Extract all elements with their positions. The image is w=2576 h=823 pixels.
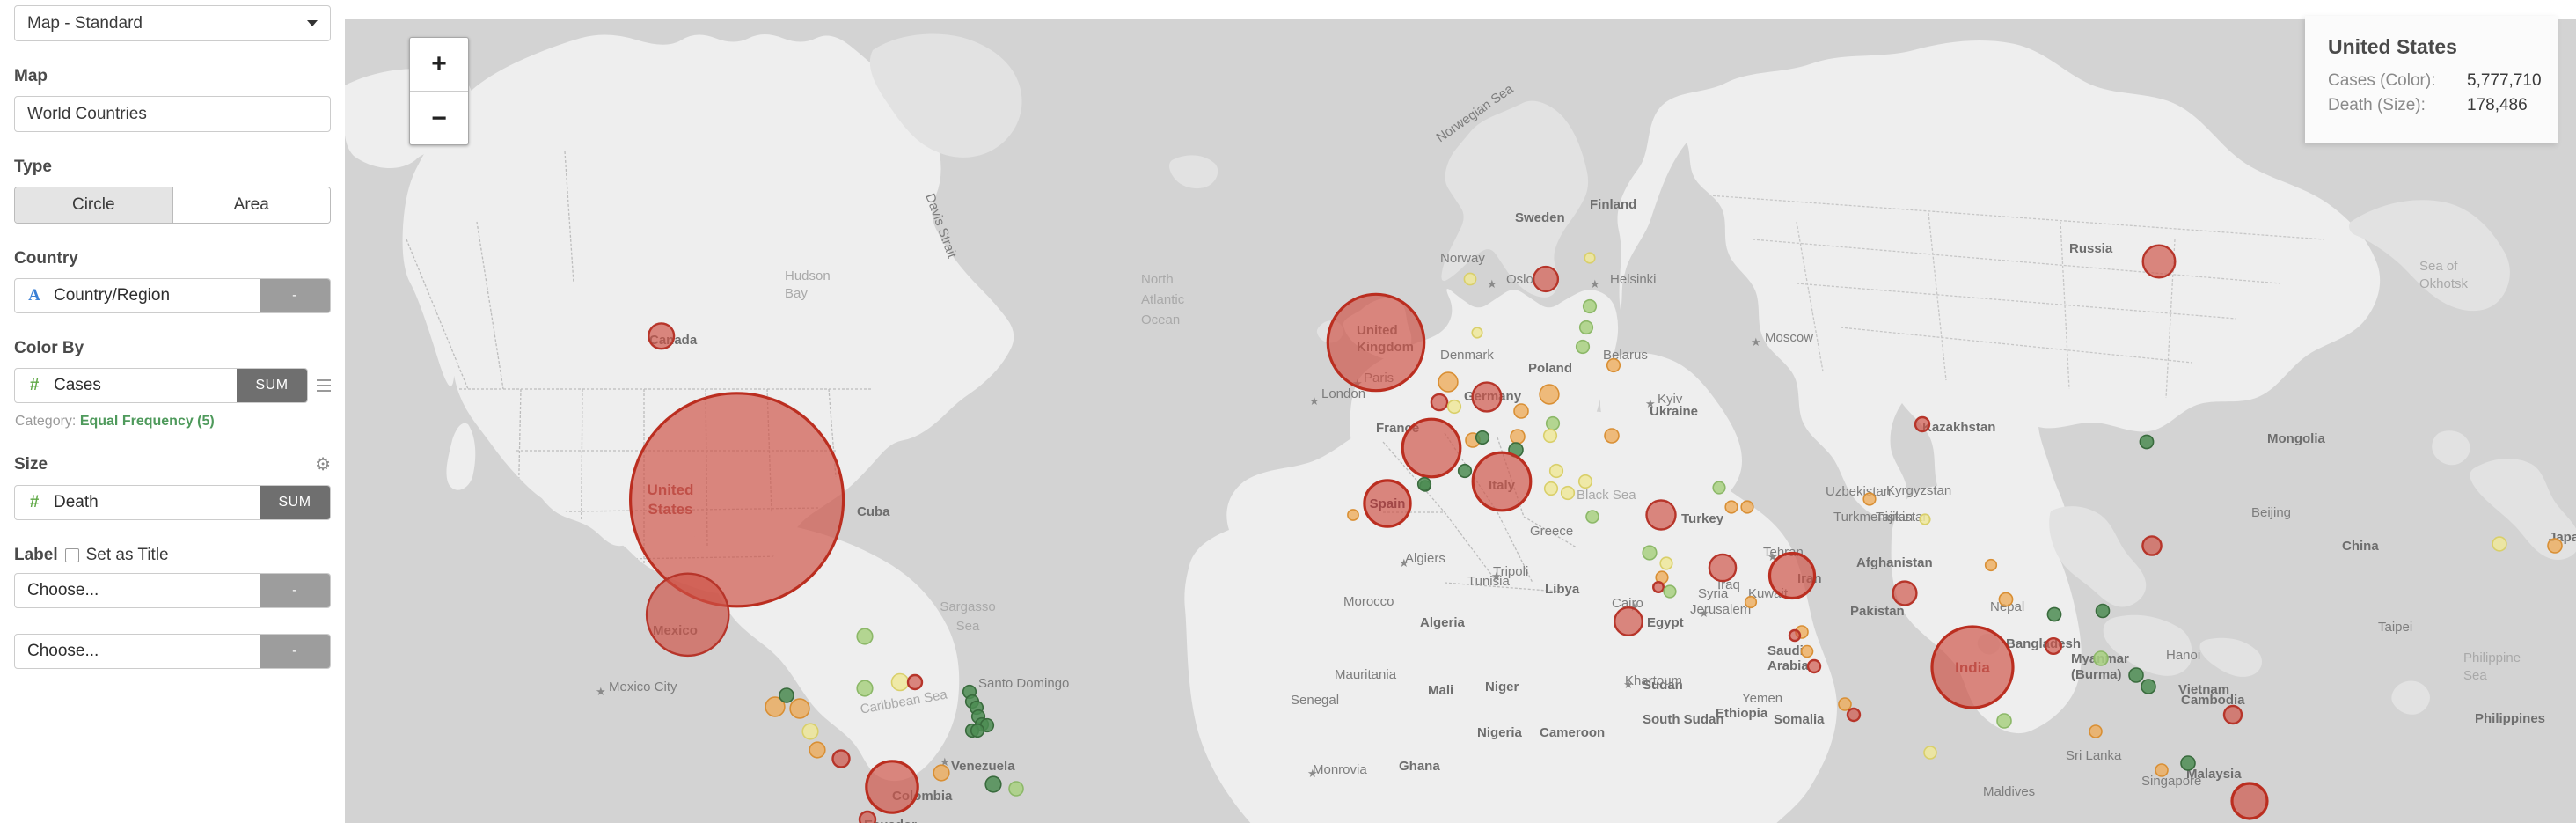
svg-text:★: ★ [1590, 277, 1600, 290]
svg-text:Beijing: Beijing [2251, 505, 2291, 520]
svg-text:Cameroon: Cameroon [1540, 725, 1605, 740]
svg-text:Kazakhstan: Kazakhstan [1922, 420, 1995, 435]
svg-text:Kyiv: Kyiv [1658, 392, 1683, 407]
svg-text:Bangladesh: Bangladesh [2006, 636, 2081, 651]
svg-text:Algiers: Algiers [1405, 551, 1445, 566]
svg-text:Mauritania: Mauritania [1335, 667, 1397, 682]
svg-text:Russia: Russia [2069, 241, 2113, 256]
svg-text:Atlantic: Atlantic [1141, 292, 1185, 307]
svg-text:Philippines: Philippines [2475, 711, 2545, 726]
svg-text:Sargasso: Sargasso [940, 599, 995, 614]
svg-text:Black Sea: Black Sea [1577, 488, 1636, 503]
svg-text:Sea: Sea [2463, 668, 2487, 683]
svg-text:North: North [1141, 272, 1174, 287]
svg-text:Monrovia: Monrovia [1313, 762, 1367, 777]
svg-text:Arabia: Arabia [1767, 658, 1809, 673]
svg-text:Venezuela: Venezuela [951, 759, 1015, 774]
svg-text:Moscow: Moscow [1765, 330, 1813, 345]
svg-text:Hanoi: Hanoi [2166, 648, 2200, 663]
svg-text:Libya: Libya [1545, 582, 1580, 597]
svg-text:China: China [2342, 539, 2379, 554]
svg-text:★: ★ [1491, 569, 1502, 583]
svg-text:Oslo: Oslo [1506, 272, 1533, 287]
svg-text:Algeria: Algeria [1420, 615, 1466, 630]
svg-text:Kyrgyzstan: Kyrgyzstan [1886, 483, 1951, 498]
svg-text:Okhotsk: Okhotsk [2419, 276, 2469, 291]
svg-text:★: ★ [1487, 277, 1497, 290]
svg-text:Philippine: Philippine [2463, 650, 2521, 665]
svg-text:Sweden: Sweden [1515, 210, 1565, 225]
svg-text:Bay: Bay [785, 286, 808, 301]
svg-text:Ocean: Ocean [1141, 312, 1180, 327]
svg-text:★: ★ [1645, 397, 1656, 410]
svg-text:Finland: Finland [1590, 197, 1636, 212]
svg-text:Nigeria: Nigeria [1477, 725, 1523, 740]
svg-text:★: ★ [596, 685, 606, 698]
svg-text:Mexico City: Mexico City [609, 680, 677, 694]
svg-text:Helsinki: Helsinki [1610, 272, 1657, 287]
svg-text:Santo Domingo: Santo Domingo [978, 676, 1069, 691]
svg-text:Niger: Niger [1485, 680, 1519, 694]
svg-text:Malaysia: Malaysia [2186, 767, 2242, 782]
svg-text:Denmark: Denmark [1440, 348, 1494, 363]
svg-text:Sea of: Sea of [2419, 259, 2458, 274]
svg-text:Norway: Norway [1440, 251, 1485, 266]
svg-text:Poland: Poland [1528, 361, 1572, 376]
svg-text:Egypt: Egypt [1647, 615, 1684, 630]
svg-text:Sri Lanka: Sri Lanka [2066, 748, 2122, 763]
svg-text:Saudi: Saudi [1767, 643, 1804, 658]
svg-text:Ethiopia: Ethiopia [1716, 706, 1768, 721]
svg-text:(Burma): (Burma) [2071, 667, 2122, 682]
svg-text:Cuba: Cuba [857, 504, 890, 519]
svg-text:Sea: Sea [956, 619, 980, 634]
svg-text:Khartoum: Khartoum [1625, 673, 1682, 688]
svg-text:Senegal: Senegal [1291, 693, 1339, 708]
svg-text:★: ★ [1307, 767, 1318, 780]
svg-text:Maldives: Maldives [1983, 784, 2035, 799]
svg-text:Ghana: Ghana [1399, 759, 1440, 774]
svg-text:Spain: Spain [1370, 496, 1406, 511]
svg-text:Taipei: Taipei [2378, 620, 2412, 635]
svg-text:Pakistan: Pakistan [1850, 604, 1905, 619]
svg-text:Somalia: Somalia [1774, 712, 1825, 727]
svg-text:Uzbekistan: Uzbekistan [1826, 484, 1891, 499]
svg-text:★: ★ [1699, 606, 1709, 620]
svg-text:★: ★ [1399, 556, 1409, 569]
svg-text:Turkey: Turkey [1681, 511, 1724, 526]
svg-text:Hudson: Hudson [785, 268, 831, 283]
svg-text:South Sudan: South Sudan [1643, 712, 1724, 727]
svg-text:★: ★ [1623, 678, 1634, 691]
svg-text:Mali: Mali [1428, 683, 1453, 698]
svg-text:★: ★ [1751, 335, 1761, 349]
svg-text:★: ★ [1309, 394, 1320, 408]
svg-text:Afghanistan: Afghanistan [1856, 555, 1933, 570]
svg-text:Yemen: Yemen [1742, 691, 1782, 706]
svg-text:Mongolia: Mongolia [2267, 431, 2325, 446]
svg-text:Morocco: Morocco [1343, 594, 1394, 609]
svg-text:Greece: Greece [1530, 524, 1573, 539]
